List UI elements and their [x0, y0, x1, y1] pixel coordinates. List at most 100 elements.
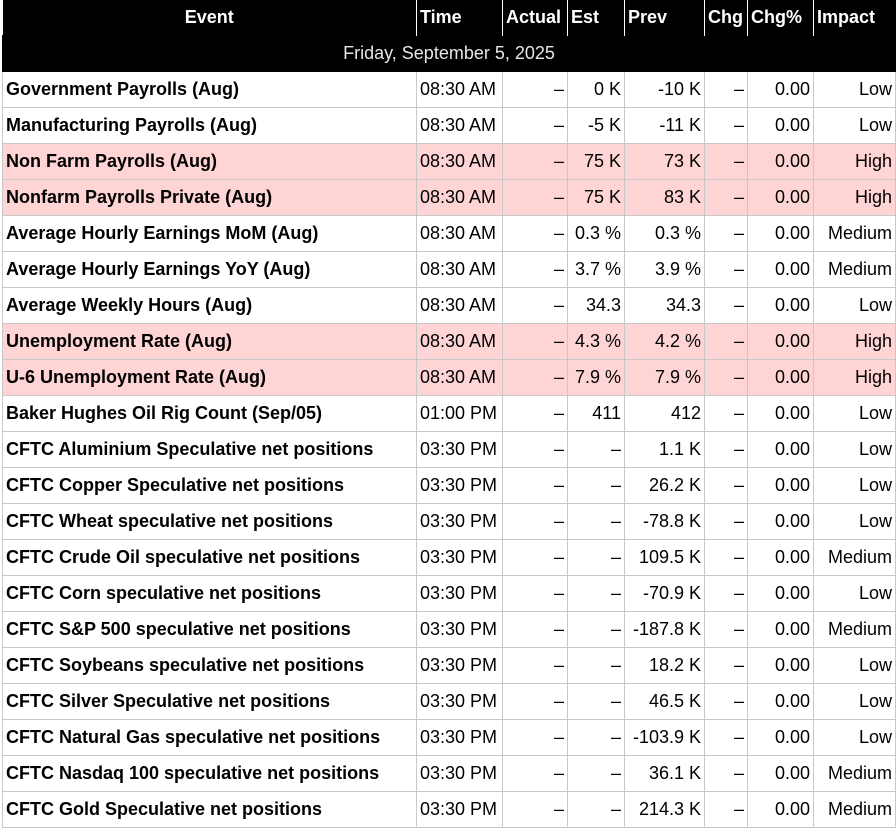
header-actual[interactable]: Actual [502, 0, 568, 36]
header-chg[interactable]: Chg [704, 0, 748, 36]
actual-cell: – [502, 287, 568, 324]
event-cell: Baker Hughes Oil Rig Count (Sep/05) [2, 395, 417, 432]
impact-cell: Low [813, 287, 896, 324]
date-label: Friday, September 5, 2025 [2, 35, 896, 72]
time-cell: 03:30 PM [416, 539, 503, 576]
actual-cell: – [502, 719, 568, 756]
actual-cell: – [502, 755, 568, 792]
event-cell: CFTC Gold Speculative net positions [2, 791, 417, 828]
est-cell: 0.3 % [567, 215, 625, 252]
actual-cell: – [502, 575, 568, 612]
impact-cell: Low [813, 575, 896, 612]
chg-pct-cell: 0.00 [747, 755, 814, 792]
est-cell: – [567, 611, 625, 648]
table-row[interactable]: CFTC Aluminium Speculative net positions… [2, 431, 896, 468]
est-cell: – [567, 575, 625, 612]
impact-cell: Low [813, 503, 896, 540]
table-row[interactable]: Average Weekly Hours (Aug) 08:30 AM –34.3 3… [2, 287, 896, 324]
impact-cell: Medium [813, 611, 896, 648]
event-cell: CFTC S&P 500 speculative net positions [2, 611, 417, 648]
table-row[interactable]: Average Hourly Earnings YoY (Aug) 08:30 A… [2, 251, 896, 288]
table-row[interactable]: CFTC Soybeans speculative net positions 0… [2, 647, 896, 684]
table-row[interactable]: Unemployment Rate (Aug) 08:30 AM –4.3 % 4.2… [2, 323, 896, 360]
est-cell: – [567, 719, 625, 756]
chg-pct-cell: 0.00 [747, 215, 814, 252]
prev-cell: 214.3 K [624, 791, 705, 828]
chg-cell: – [704, 395, 748, 432]
chg-pct-cell: 0.00 [747, 791, 814, 828]
event-cell: CFTC Silver Speculative net positions [2, 683, 417, 720]
date-row: Friday, September 5, 2025 [2, 35, 896, 72]
header-chg-pct[interactable]: Chg% [747, 0, 814, 36]
table-row[interactable]: CFTC Wheat speculative net positions 03:3… [2, 503, 896, 540]
est-cell: 34.3 [567, 287, 625, 324]
impact-cell: Medium [813, 251, 896, 288]
chg-pct-cell: 0.00 [747, 287, 814, 324]
table-row[interactable]: Baker Hughes Oil Rig Count (Sep/05) 01:00… [2, 395, 896, 432]
table-row[interactable]: Manufacturing Payrolls (Aug) 08:30 AM – -5 … [2, 107, 896, 144]
chg-cell: – [704, 323, 748, 360]
actual-cell: – [502, 503, 568, 540]
actual-cell: – [502, 683, 568, 720]
chg-pct-cell: 0.00 [747, 143, 814, 180]
chg-cell: – [704, 107, 748, 144]
prev-cell: 83 K [624, 179, 705, 216]
table-row[interactable]: U-6 Unemployment Rate (Aug) 08:30 AM –7.9 … [2, 359, 896, 396]
table-row[interactable]: CFTC Nasdaq 100 speculative net position… [2, 755, 896, 792]
impact-cell: Low [813, 647, 896, 684]
table-row[interactable]: Non Farm Payrolls (Aug) 08:30 AM –75 K 73 K… [2, 143, 896, 180]
event-cell: CFTC Soybeans speculative net positions [2, 647, 417, 684]
table-row[interactable]: CFTC Gold Speculative net positions 03:30… [2, 791, 896, 828]
table-row[interactable]: CFTC S&P 500 speculative net positions 03… [2, 611, 896, 648]
table-row[interactable]: CFTC Corn speculative net positions 03:30… [2, 575, 896, 612]
table-row[interactable]: CFTC Crude Oil speculative net positions… [2, 539, 896, 576]
time-cell: 08:30 AM [416, 215, 503, 252]
actual-cell: – [502, 323, 568, 360]
table-row[interactable]: CFTC Silver Speculative net positions 03:… [2, 683, 896, 720]
impact-cell: High [813, 143, 896, 180]
actual-cell: – [502, 467, 568, 504]
chg-pct-cell: 0.00 [747, 323, 814, 360]
actual-cell: – [502, 71, 568, 108]
header-time[interactable]: Time [416, 0, 503, 36]
prev-cell: 18.2 K [624, 647, 705, 684]
time-cell: 03:30 PM [416, 503, 503, 540]
table-row[interactable]: CFTC Natural Gas speculative net positio… [2, 719, 896, 756]
chg-pct-cell: 0.00 [747, 647, 814, 684]
prev-cell: 412 [624, 395, 705, 432]
header-row: Event Time Actual Est Prev Chg Chg% Impa… [2, 0, 896, 36]
table-row[interactable]: Nonfarm Payrolls Private (Aug) 08:30 AM –7… [2, 179, 896, 216]
est-cell: – [567, 647, 625, 684]
chg-cell: – [704, 683, 748, 720]
chg-pct-cell: 0.00 [747, 467, 814, 504]
actual-cell: – [502, 107, 568, 144]
table-row[interactable]: Government Payrolls (Aug) 08:30 AM –0 K -10… [2, 71, 896, 108]
prev-cell: 109.5 K [624, 539, 705, 576]
header-impact[interactable]: Impact [813, 0, 896, 36]
chg-cell: – [704, 179, 748, 216]
header-est[interactable]: Est [567, 0, 625, 36]
impact-cell: Low [813, 719, 896, 756]
chg-pct-cell: 0.00 [747, 683, 814, 720]
actual-cell: – [502, 539, 568, 576]
chg-cell: – [704, 467, 748, 504]
prev-cell: 26.2 K [624, 467, 705, 504]
time-cell: 08:30 AM [416, 251, 503, 288]
impact-cell: Low [813, 683, 896, 720]
table-row[interactable]: CFTC Copper Speculative net positions 03:… [2, 467, 896, 504]
time-cell: 03:30 PM [416, 683, 503, 720]
est-cell: – [567, 683, 625, 720]
time-cell: 08:30 AM [416, 359, 503, 396]
chg-cell: – [704, 431, 748, 468]
impact-cell: Medium [813, 791, 896, 828]
header-prev[interactable]: Prev [624, 0, 705, 36]
est-cell: 75 K [567, 179, 625, 216]
time-cell: 03:30 PM [416, 575, 503, 612]
time-cell: 08:30 AM [416, 179, 503, 216]
prev-cell: -187.8 K [624, 611, 705, 648]
table-row[interactable]: Average Hourly Earnings MoM (Aug) 08:30 A… [2, 215, 896, 252]
est-cell: – [567, 539, 625, 576]
header-event[interactable]: Event [2, 0, 417, 36]
event-cell: CFTC Copper Speculative net positions [2, 467, 417, 504]
chg-pct-cell: 0.00 [747, 251, 814, 288]
